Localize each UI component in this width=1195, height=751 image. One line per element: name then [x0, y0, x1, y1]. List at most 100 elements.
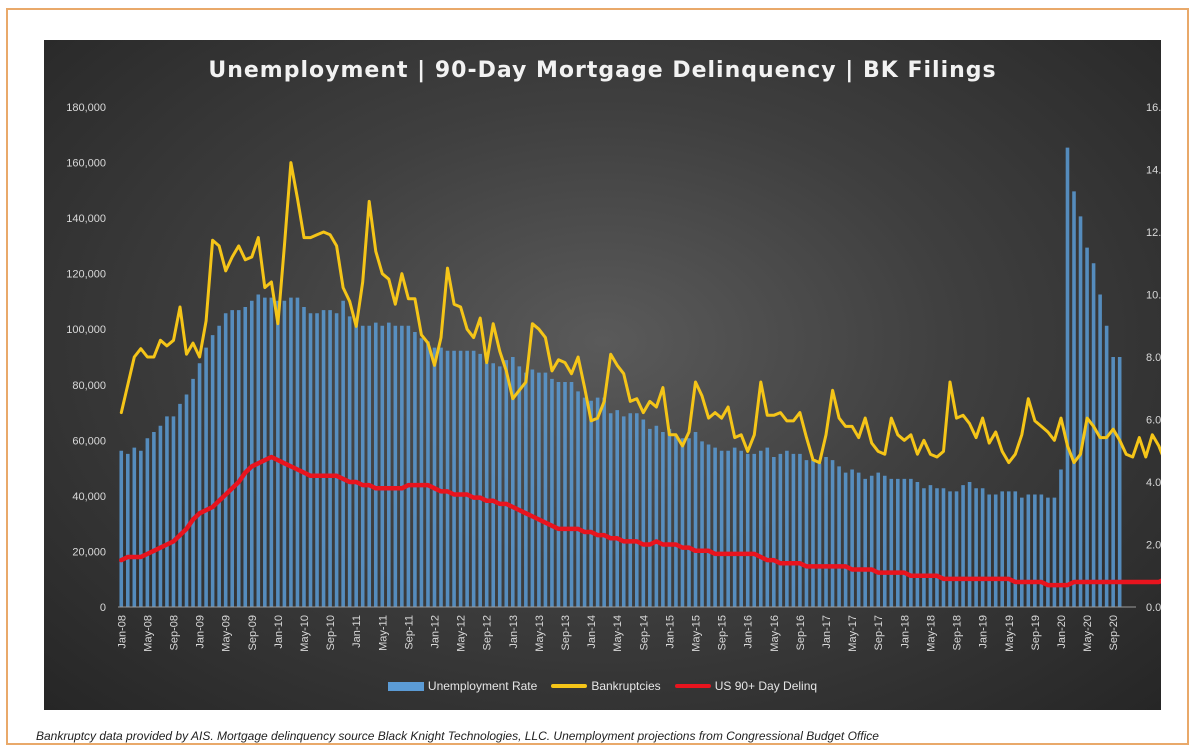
unemployment-bar: [223, 313, 228, 607]
x-tick-label: May-08: [142, 615, 154, 652]
legend-swatch-bankruptcies: [551, 684, 588, 688]
y-left-tick-label: 180,000: [66, 102, 106, 114]
x-tick-label: Jan-13: [508, 615, 520, 649]
unemployment-bar: [158, 425, 163, 607]
unemployment-bar: [876, 472, 881, 607]
unemployment-bar: [837, 466, 841, 607]
unemployment-bar: [439, 347, 443, 607]
unemployment-bar: [1013, 491, 1018, 607]
unemployment-bar: [537, 372, 541, 607]
unemployment-bar: [413, 332, 417, 607]
unemployment-bar: [256, 294, 261, 607]
legend-swatch-delinquency: [674, 684, 711, 688]
y-left-tick-label: 140,000: [66, 213, 106, 225]
legend-label-delinquency: US 90+ Day Delinq: [714, 679, 818, 693]
chart-panel: 0 20,000 40,000 60,000 80,000 100,000 120,000 1…: [44, 40, 1161, 710]
unemployment-bar: [1039, 494, 1044, 607]
x-tick-label: May-09: [221, 615, 233, 652]
unemployment-bar: [608, 413, 613, 607]
legend-item-unemployment: Unemployment Rate: [387, 679, 537, 693]
unemployment-bar: [400, 325, 404, 607]
x-tick-label: Sep-12: [482, 615, 494, 650]
unemployment-bar: [334, 313, 339, 607]
unemployment-bar: [1104, 325, 1109, 607]
y-left-tick-label: 120,000: [66, 269, 106, 281]
unemployment-bar: [634, 413, 639, 607]
unemployment-bar: [817, 463, 822, 607]
unemployment-bar: [961, 485, 965, 607]
y-left-tick-label: 0: [100, 602, 106, 614]
y-right-tick-label: 12.0: [1146, 227, 1161, 239]
unemployment-bar: [902, 478, 907, 607]
legend-item-bankruptcies: Bankruptcies: [551, 679, 661, 693]
unemployment-bar: [380, 325, 385, 607]
unemployment-bar: [550, 378, 554, 607]
unemployment-bar: [941, 488, 946, 607]
unemployment-bar: [856, 472, 861, 607]
y-right-tick-label: 10.0: [1146, 290, 1161, 302]
x-tick-label: Jan-19: [978, 615, 990, 649]
unemployment-bar: [648, 428, 652, 607]
unemployment-bar: [341, 300, 345, 607]
unemployment-bar: [1085, 247, 1089, 607]
unemployment-bar: [184, 394, 189, 607]
x-tick-label: Sep-14: [638, 615, 650, 650]
unemployment-bar: [1072, 191, 1076, 607]
unemployment-bar: [191, 378, 195, 607]
unemployment-bar: [145, 438, 150, 607]
unemployment-bar: [1065, 147, 1070, 607]
unemployment-bar: [543, 372, 548, 607]
y-right-tick-label: 8.0: [1146, 352, 1161, 364]
unemployment-bar: [1117, 357, 1122, 607]
unemployment-bar: [595, 397, 600, 607]
unemployment-bar: [471, 350, 476, 607]
unemployment-bar: [556, 382, 561, 607]
x-tick-label: Sep-20: [1108, 615, 1120, 650]
unemployment-bar: [758, 450, 763, 607]
unemployment-bar: [843, 472, 848, 607]
unemployment-bar: [373, 322, 378, 607]
unemployment-bar: [922, 488, 926, 607]
unemployment-bar: [445, 350, 450, 607]
unemployment-bar: [778, 453, 783, 607]
unemployment-bar: [628, 413, 633, 607]
chart-title: Unemployment | 90-Day Mortgage Delinquen…: [208, 58, 997, 83]
unemployment-bar: [791, 453, 796, 607]
unemployment-bar: [641, 419, 646, 607]
unemployment-bar: [289, 297, 293, 607]
unemployment-bar: [132, 447, 137, 607]
unemployment-bar: [889, 478, 894, 607]
x-tick-label: May-19: [1004, 615, 1016, 652]
unemployment-bar: [406, 325, 411, 607]
unemployment-bar: [217, 325, 221, 607]
legend-label-bankruptcies: Bankruptcies: [591, 679, 661, 693]
unemployment-bar: [165, 416, 169, 607]
unemployment-bar: [1006, 491, 1011, 607]
unemployment-bar: [315, 313, 319, 607]
y-left-tick-label: 100,000: [66, 324, 106, 336]
unemployment-bar: [236, 310, 241, 607]
unemployment-bar: [171, 416, 176, 607]
unemployment-bar: [354, 322, 358, 607]
unemployment-bar: [465, 350, 469, 607]
unemployment-bar: [954, 491, 959, 607]
unemployment-bar: [308, 313, 313, 607]
unemployment-bar: [915, 482, 920, 607]
unemployment-bar: [569, 382, 574, 607]
x-tick-label: Jan-20: [1056, 615, 1068, 649]
y-left-tick-label: 80,000: [72, 380, 106, 392]
unemployment-bar: [484, 363, 489, 607]
unemployment-bar: [517, 366, 522, 607]
unemployment-bar: [243, 307, 248, 607]
x-tick-label: Jan-09: [195, 615, 207, 649]
y-right-tick-label: 0.0: [1146, 602, 1161, 614]
source-footnote: Bankruptcy data provided by AIS. Mortgag…: [36, 729, 879, 743]
unemployment-bar: [667, 428, 672, 607]
x-tick-label: May-11: [377, 615, 389, 651]
unemployment-bar: [765, 447, 770, 607]
unemployment-bar: [530, 369, 535, 607]
unemployment-bar: [452, 350, 456, 607]
unemployment-bar: [125, 453, 130, 607]
bankruptcies-line: [119, 161, 1161, 465]
unemployment-bar: [249, 300, 254, 607]
